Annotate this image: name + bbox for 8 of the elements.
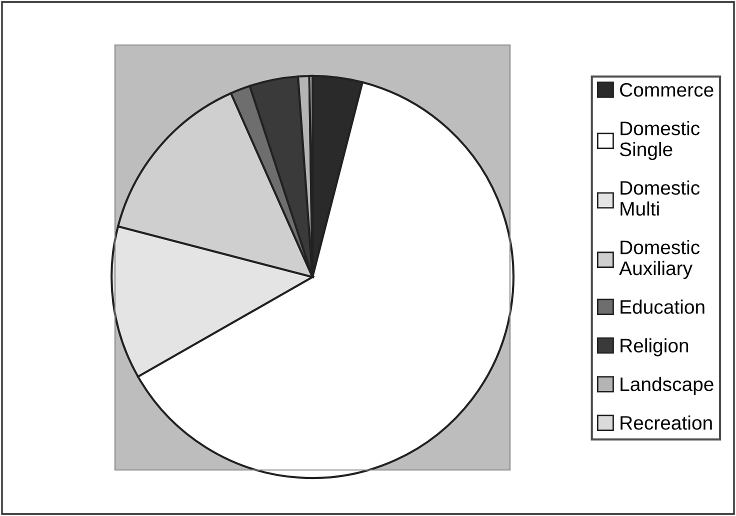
legend-label: Commerce xyxy=(620,82,714,97)
legend-label: Domestic Multi xyxy=(620,180,700,216)
legend-label: Domestic Auxiliary xyxy=(619,240,700,280)
legend-label: Recreation xyxy=(620,416,712,430)
legend-label: Religion xyxy=(620,338,688,356)
legend-label: Education xyxy=(620,300,704,314)
legend-label: Domestic Single xyxy=(620,121,700,160)
legend-label: Landscape xyxy=(620,376,714,395)
